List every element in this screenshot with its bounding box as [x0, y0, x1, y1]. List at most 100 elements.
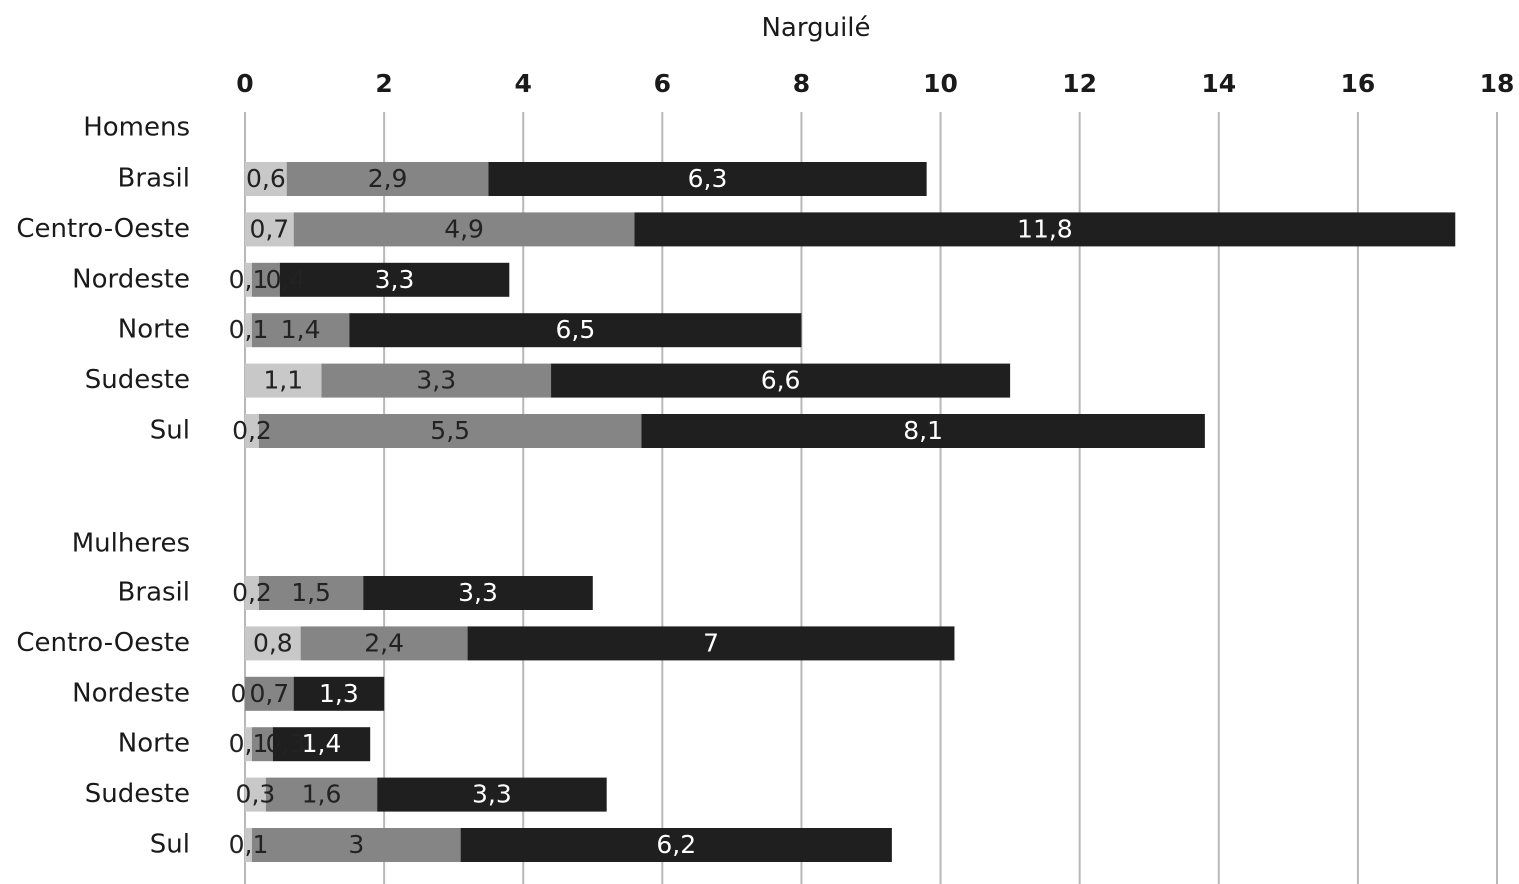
bar-segment	[272, 727, 371, 762]
data-label: 0,2	[232, 416, 272, 445]
data-label: 0,7	[249, 679, 289, 708]
bar-segment	[245, 162, 287, 196]
x-tick-label: 18	[1480, 69, 1515, 98]
bar-segment	[641, 414, 1205, 448]
data-label: 3,3	[375, 265, 415, 294]
data-label: 2,4	[364, 628, 404, 657]
data-label: 3,3	[472, 780, 512, 809]
bar-segment	[251, 262, 280, 297]
data-label: 0,7	[249, 214, 289, 243]
data-label: 0,1	[229, 830, 269, 859]
x-tick-label: 12	[1062, 69, 1097, 98]
x-tick-label: 10	[923, 69, 958, 98]
bar-segment	[245, 576, 259, 610]
bars	[245, 162, 1456, 862]
category-label: Nordeste	[72, 264, 190, 294]
x-tick-label: 8	[793, 69, 810, 98]
data-label: 6,2	[656, 830, 696, 859]
data-label: 2,9	[368, 164, 408, 193]
data-label: 1,4	[281, 315, 321, 344]
data-label: 0,1	[229, 265, 269, 294]
x-axis-tick-labels: 0 2 4 6 8 10 12 14 16 18	[236, 69, 1514, 98]
bar-segment	[245, 626, 301, 661]
bar-segment	[245, 828, 252, 862]
data-label: 1,1	[263, 366, 303, 395]
category-label: Centro-Oeste	[16, 214, 190, 244]
bar-segment	[245, 363, 322, 398]
bar-segment	[634, 212, 1456, 247]
data-label: 6,5	[556, 315, 596, 344]
bar-segment	[467, 626, 955, 661]
category-label: Norte	[118, 315, 190, 345]
bar-segment	[300, 626, 468, 661]
data-label: 4,9	[444, 214, 484, 243]
data-label: 0,1	[229, 729, 269, 758]
bar-segment	[258, 576, 364, 610]
group-label-homens: Homens	[83, 113, 190, 143]
bar-segment	[488, 162, 927, 196]
category-label: Sudeste	[85, 365, 190, 395]
bar-segment	[265, 777, 378, 812]
category-label: Sul	[150, 416, 190, 446]
data-label: 0,4	[266, 265, 306, 294]
data-label: 0,3	[236, 780, 276, 809]
chart-title: Narguilé	[761, 13, 870, 43]
data-label: 0,3	[266, 729, 306, 758]
bar-segment	[251, 313, 350, 348]
data-label: 0	[231, 679, 247, 708]
data-label: 1,4	[302, 729, 342, 758]
bar-segment	[251, 727, 273, 762]
bar-segment	[258, 414, 642, 448]
data-label: 3,3	[416, 366, 456, 395]
bar-segment	[293, 676, 385, 711]
data-label: 3,3	[458, 578, 498, 607]
bar-segment	[245, 676, 294, 711]
data-label: 0,8	[253, 628, 293, 657]
bar-segment	[245, 313, 252, 348]
bar-segment	[245, 727, 252, 762]
category-label: Brasil	[118, 578, 190, 608]
bar-segment	[349, 313, 802, 348]
category-label: Brasil	[118, 164, 190, 194]
x-tick-label: 0	[236, 69, 253, 98]
data-label: 1,3	[319, 679, 359, 708]
data-label: 6,6	[761, 366, 801, 395]
data-labels: 0,6 2,9 6,30,7 4,9 11,80,10,4 3,30,1 1,4 6,51,1…	[229, 164, 1073, 859]
bar-segment	[286, 162, 489, 196]
group-label-mulheres: Mulheres	[72, 529, 190, 559]
x-tick-label: 4	[515, 69, 532, 98]
category-label: Nordeste	[72, 678, 190, 708]
bar-segment	[279, 262, 510, 297]
bar-segment	[245, 212, 294, 247]
data-label: 8,1	[903, 416, 943, 445]
category-label: Centro-Oeste	[16, 628, 190, 658]
x-tick-label: 14	[1201, 69, 1236, 98]
bar-segment	[245, 414, 259, 448]
data-label: 3	[348, 830, 364, 859]
data-label: 0,6	[246, 164, 286, 193]
data-label: 0,1	[229, 315, 269, 344]
x-tick-label: 6	[654, 69, 671, 98]
bar-segment	[363, 576, 593, 610]
bar-segment	[251, 828, 461, 862]
data-label: 5,5	[430, 416, 470, 445]
category-label: Sudeste	[85, 779, 190, 809]
category-label: Norte	[118, 729, 190, 759]
x-tick-label: 2	[375, 69, 392, 98]
x-tick-label: 16	[1340, 69, 1375, 98]
category-label: Sul	[150, 830, 190, 860]
data-label: 11,8	[1017, 214, 1073, 243]
category-labels: Homens Brasil Centro-Oeste Nordeste Norte Sud…	[16, 113, 190, 860]
bar-segment	[293, 212, 635, 247]
data-label: 1,6	[302, 780, 342, 809]
data-label: 1,5	[291, 578, 331, 607]
bar-segment	[245, 777, 266, 812]
bar-segment	[321, 363, 552, 398]
bar-segment	[460, 828, 892, 862]
data-label: 0,2	[232, 578, 272, 607]
data-label: 7	[703, 628, 719, 657]
bar-segment	[551, 363, 1011, 398]
data-label: 6,3	[688, 164, 728, 193]
bar-segment	[245, 262, 252, 297]
